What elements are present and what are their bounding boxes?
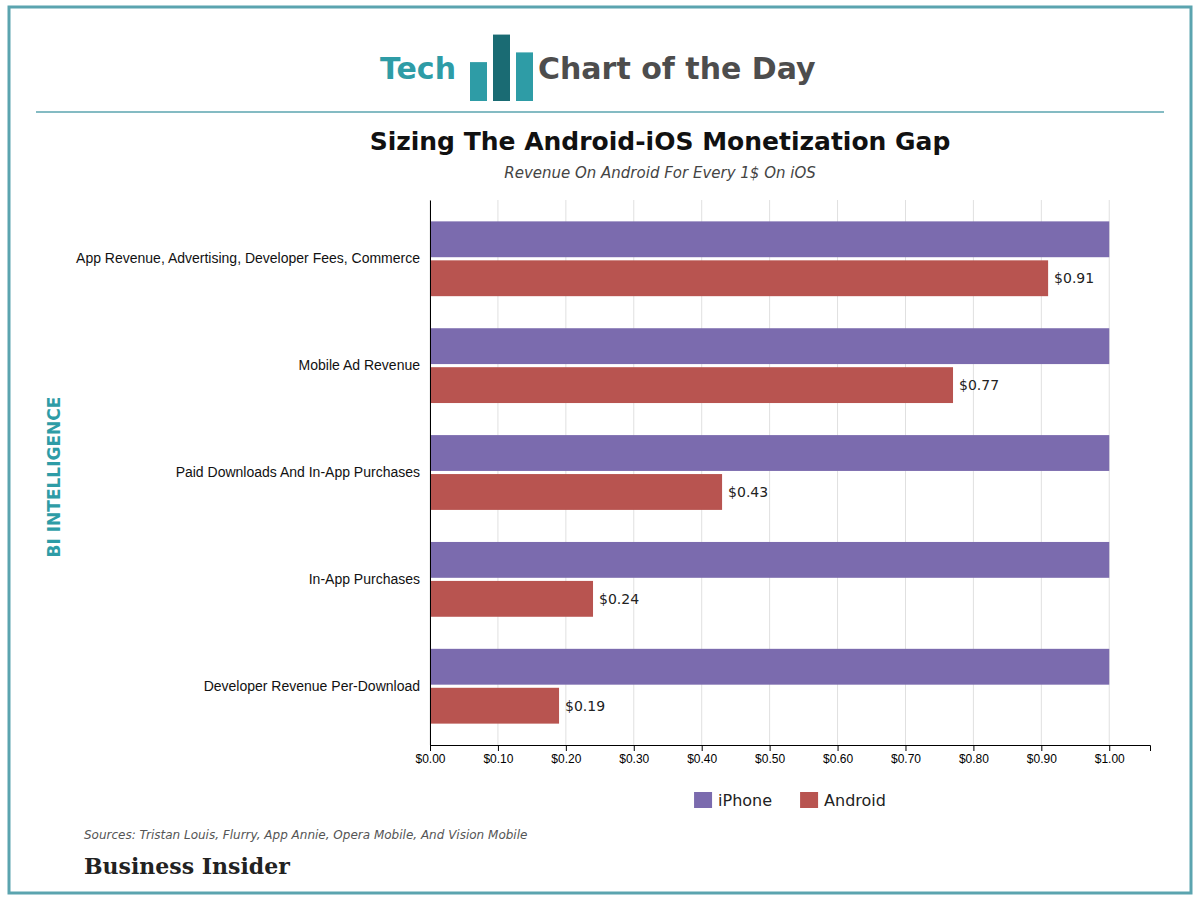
legend-item: Android — [800, 791, 886, 810]
header-icon — [493, 35, 510, 101]
y-axis: App Revenue, Advertising, Developer Fees… — [76, 201, 430, 746]
x-tick-mark — [634, 745, 635, 751]
x-tick-label: $0.30 — [619, 752, 649, 766]
legend-label: Android — [824, 791, 886, 810]
x-tick-mark — [498, 745, 499, 751]
bar — [430, 474, 722, 510]
sources: Sources: Tristan Louis, Flurry, App Anni… — [84, 828, 527, 842]
data-label: $0.24 — [599, 591, 639, 607]
grid-line — [430, 200, 431, 745]
x-tick: $0.80 — [959, 745, 989, 766]
bar — [430, 688, 559, 724]
grid — [430, 200, 1109, 745]
y-tick-label: Mobile Ad Revenue — [299, 357, 421, 373]
header-icon — [470, 62, 487, 101]
x-tick: $0.20 — [551, 745, 581, 766]
header-text: Chart of the Day — [538, 51, 816, 86]
y-tick: Developer Revenue Per-Download — [204, 678, 430, 694]
data-labels: $0.91 $0.77 $0.43 $0.24 $0.19 — [565, 270, 1094, 713]
x-tick: $0.60 — [823, 745, 853, 766]
y-tick-label: Developer Revenue Per-Download — [204, 678, 420, 694]
border — [9, 7, 1191, 893]
header-text: Tech — [380, 51, 456, 86]
x-tick: $1.00 — [1095, 745, 1125, 766]
watermark: BI INTELLIGENCE — [44, 397, 64, 558]
x-axis-line — [431, 746, 1151, 752]
bar — [430, 581, 593, 617]
brand: Business Insider — [84, 853, 290, 879]
y-tick: In-App Purchases — [309, 571, 430, 587]
y-tick: App Revenue, Advertising, Developer Fees… — [76, 250, 430, 266]
x-axis: $0.00 $0.10 $0.20 $0.30 $0.40 $0.50 $0.60 $0.70… — [415, 745, 1150, 766]
x-tick-mark — [1109, 745, 1110, 751]
x-tick-mark — [430, 745, 431, 751]
data-label: $0.43 — [728, 484, 768, 500]
legend-label: iPhone — [718, 791, 772, 810]
x-tick-label: $0.80 — [959, 752, 989, 766]
x-tick-mark — [838, 745, 839, 751]
x-tick-label: $0.20 — [551, 752, 581, 766]
x-tick-mark — [770, 745, 771, 751]
y-tick-label: In-App Purchases — [309, 571, 420, 587]
bar — [430, 649, 1109, 685]
header-icon — [516, 52, 533, 101]
x-tick-mark — [973, 745, 974, 751]
x-tick-mark — [702, 745, 703, 751]
legend-swatch — [694, 792, 712, 808]
bar — [430, 435, 1109, 471]
x-tick: $0.30 — [619, 745, 649, 766]
bar — [430, 542, 1109, 578]
bar — [430, 367, 953, 403]
chart: Tech Chart of the Day Sizing The Android-i… — [0, 0, 1200, 900]
legend-item: iPhone — [694, 791, 772, 810]
x-tick: $0.70 — [891, 745, 921, 766]
x-tick-label: $1.00 — [1095, 752, 1125, 766]
x-tick-mark — [1041, 745, 1042, 751]
x-tick: $0.00 — [415, 745, 445, 766]
y-tick-label: Paid Downloads And In-App Purchases — [176, 464, 420, 480]
header-separator — [36, 111, 1164, 113]
data-label: $0.77 — [959, 377, 999, 393]
x-tick: $0.50 — [755, 745, 785, 766]
x-tick-label: $0.10 — [483, 752, 513, 766]
x-tick: $0.40 — [687, 745, 717, 766]
y-tick: Paid Downloads And In-App Purchases — [176, 464, 430, 480]
x-tick-label: $0.50 — [755, 752, 785, 766]
legend: iPhone Android — [694, 791, 886, 810]
subtitle: Revenue On Android For Every 1$ On iOS — [504, 164, 816, 182]
x-tick-mark — [905, 745, 906, 751]
x-tick-label: $0.90 — [1027, 752, 1057, 766]
title: Sizing The Android-iOS Monetization Gap — [370, 127, 951, 156]
y-axis-line — [430, 201, 431, 746]
legend-swatch — [800, 792, 818, 808]
x-tick: $0.90 — [1027, 745, 1057, 766]
x-tick-mark — [566, 745, 567, 751]
data-label: $0.19 — [565, 698, 605, 714]
bar — [430, 260, 1048, 296]
x-tick-label: $0.40 — [687, 752, 717, 766]
x-tick-label: $0.60 — [823, 752, 853, 766]
data-label: $0.91 — [1054, 270, 1094, 286]
bar — [430, 328, 1109, 364]
x-tick: $0.10 — [483, 745, 513, 766]
y-tick: Mobile Ad Revenue — [299, 357, 430, 373]
y-tick-label: App Revenue, Advertising, Developer Fees… — [76, 250, 420, 266]
bar — [430, 221, 1109, 257]
x-tick-label: $0.70 — [891, 752, 921, 766]
x-tick-label: $0.00 — [415, 752, 445, 766]
bars — [430, 221, 1109, 723]
